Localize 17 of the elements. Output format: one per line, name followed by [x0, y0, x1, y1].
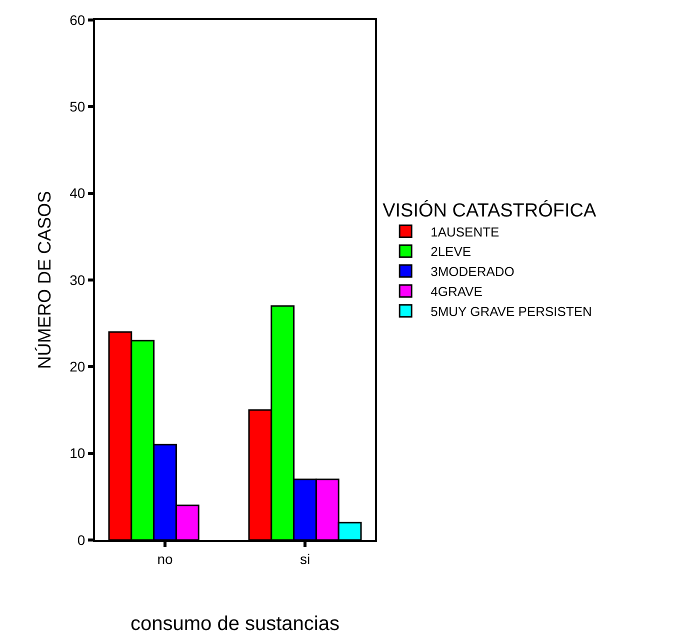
y-tick-label: 20 — [70, 358, 86, 375]
legend-label: 2LEVE — [430, 244, 472, 260]
legend-label: 4GRAVE — [430, 284, 483, 300]
y-tick-label: 0 — [77, 532, 86, 548]
y-tick-label: 60 — [70, 12, 86, 28]
y-tick-label: 10 — [70, 445, 86, 462]
legend-label: 5MUY GRAVE PERSISTEN — [430, 304, 592, 319]
x-axis-title: consumo de sustancias — [130, 612, 340, 635]
x-tick-label: no — [157, 550, 173, 567]
x-tick-label: si — [300, 550, 310, 567]
legend-title: VISIÓN CATASTRÓFICA — [382, 199, 597, 222]
legend-label: 3MODERADO — [430, 264, 514, 280]
y-tick-label: 30 — [70, 272, 86, 288]
y-tick-label: 50 — [70, 98, 86, 115]
legend-label: 1AUSENTE — [430, 224, 500, 240]
y-tick-label: 40 — [70, 185, 86, 202]
y-axis-title: NÚMERO DE CASOS — [34, 190, 54, 370]
